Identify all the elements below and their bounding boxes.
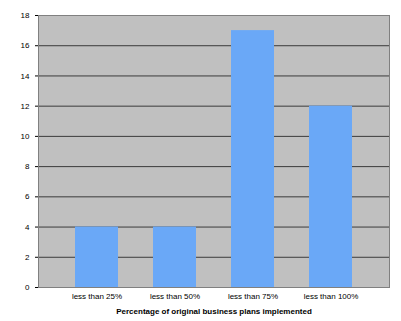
svg-text:0: 0 xyxy=(25,283,30,292)
svg-text:less than 100%: less than 100% xyxy=(304,292,359,301)
svg-text:less than 50%: less than 50% xyxy=(150,292,200,301)
svg-text:Percentage of original busines: Percentage of original business plans im… xyxy=(116,307,312,316)
svg-text:18: 18 xyxy=(21,11,30,20)
svg-text:12: 12 xyxy=(21,102,30,111)
svg-text:less than 25%: less than 25% xyxy=(72,292,122,301)
svg-text:4: 4 xyxy=(25,223,30,232)
svg-text:2: 2 xyxy=(25,253,30,262)
svg-text:14: 14 xyxy=(21,72,30,81)
svg-text:8: 8 xyxy=(25,162,30,171)
svg-text:16: 16 xyxy=(21,41,30,50)
svg-text:less than 75%: less than 75% xyxy=(228,292,278,301)
svg-text:10: 10 xyxy=(21,132,30,141)
svg-text:6: 6 xyxy=(25,192,30,201)
